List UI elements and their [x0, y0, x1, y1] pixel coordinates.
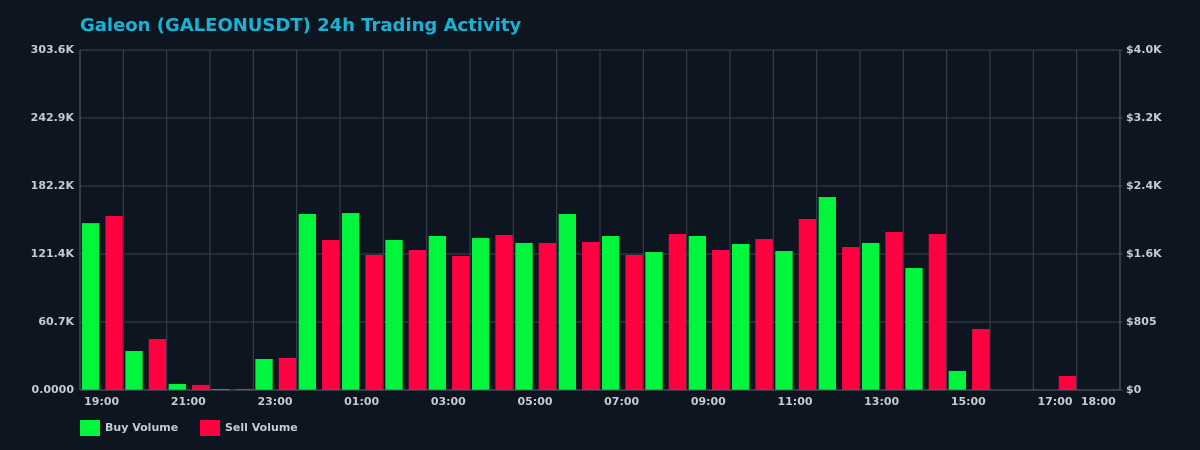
chart-title: Galeon (GALEONUSDT) 24h Trading Activity: [80, 15, 521, 36]
bar: [538, 242, 557, 390]
y-tick-label: 121.4K: [31, 247, 75, 260]
bar: [105, 215, 123, 390]
bar: [668, 233, 687, 390]
bar: [928, 233, 947, 390]
bar: [1058, 376, 1077, 390]
bar: [688, 236, 706, 390]
bar: [495, 235, 513, 390]
bar: [862, 242, 880, 390]
x-tick-label: 07:00: [604, 395, 639, 408]
x-tick-label: 23:00: [257, 395, 292, 408]
bar: [365, 254, 383, 390]
y-tick-label: 303.6K: [31, 43, 75, 56]
bar: [82, 223, 100, 390]
x-tick-label: 13:00: [864, 395, 899, 408]
bar: [755, 239, 773, 390]
y-tick-label: 60.7K: [38, 315, 74, 328]
bar: [775, 251, 793, 390]
y2-tick-label: $2.4K: [1126, 179, 1162, 192]
y2-tick-label: $4.0K: [1126, 43, 1162, 56]
legend-swatch: [80, 420, 100, 436]
x-tick-label: 03:00: [431, 395, 466, 408]
bar: [255, 358, 273, 390]
bar: [298, 213, 316, 390]
x-tick-label: 05:00: [517, 395, 552, 408]
x-tick-label: 09:00: [691, 395, 726, 408]
x-tick-label: 19:00: [84, 395, 119, 408]
bar: [602, 236, 620, 390]
bar: [842, 246, 860, 390]
bar: [278, 357, 297, 390]
legend-swatch: [200, 420, 220, 436]
bar: [972, 328, 990, 390]
x-tick-label: 15:00: [951, 395, 986, 408]
legend-label: Sell Volume: [225, 421, 298, 434]
bar: [798, 218, 817, 390]
y-tick-label: 242.9K: [31, 111, 75, 124]
bar: [385, 239, 403, 390]
bar: [948, 370, 966, 390]
bar: [235, 388, 253, 390]
x-tick-label: 17:00: [1037, 395, 1072, 408]
x-tick-label: 21:00: [171, 395, 206, 408]
legend-label: Buy Volume: [105, 421, 178, 434]
bar: [732, 243, 750, 390]
bar: [472, 238, 490, 390]
bar: [125, 351, 143, 390]
bar: [712, 250, 730, 390]
bar: [452, 255, 470, 390]
bar: [905, 268, 923, 390]
bar: [168, 383, 186, 390]
bar: [408, 250, 427, 390]
bar: [645, 252, 663, 390]
bar: [818, 197, 836, 390]
bar: [428, 236, 446, 390]
bar: [148, 339, 167, 390]
y-tick-label: 0.0000: [32, 383, 75, 396]
bar: [192, 384, 210, 390]
y2-tick-label: $0: [1126, 383, 1142, 396]
bar: [558, 213, 576, 390]
bar: [625, 254, 643, 390]
x-tick-label: 18:00: [1081, 395, 1116, 408]
y2-tick-label: $1.6K: [1126, 247, 1162, 260]
y2-tick-label: $3.2K: [1126, 111, 1162, 124]
bar: [342, 213, 360, 390]
bar: [322, 239, 340, 390]
bar: [515, 242, 533, 390]
x-tick-label: 01:00: [344, 395, 379, 408]
y2-tick-label: $805: [1126, 315, 1157, 328]
bar: [582, 241, 600, 390]
x-tick-label: 11:00: [777, 395, 812, 408]
y-tick-label: 182.2K: [31, 179, 75, 192]
bar: [885, 231, 903, 390]
